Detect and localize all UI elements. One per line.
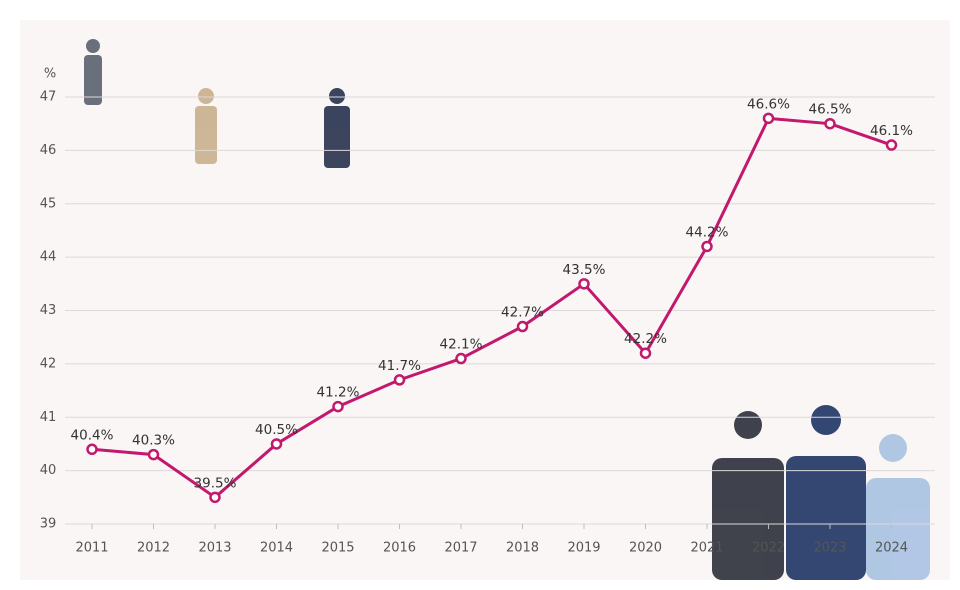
y-tick-label: 45 (40, 196, 57, 211)
x-tick-label: 2024 (875, 541, 908, 556)
value-label: 40.3% (132, 433, 175, 449)
y-tick-label: 47 (40, 90, 57, 105)
line (91, 116, 892, 499)
marker (701, 240, 713, 253)
value-label: 39.5% (194, 475, 237, 491)
y-tick-label: 39 (40, 517, 57, 532)
y-tick-label: 42 (40, 356, 57, 371)
value-label: 42.7% (501, 305, 544, 321)
y-tick-label: 41 (40, 410, 57, 425)
value-label: 42.2% (624, 331, 667, 347)
x-tick-label: 2012 (137, 541, 170, 556)
x-tick-label: 2014 (260, 541, 293, 556)
marker (332, 400, 344, 413)
x-tick-label: 2020 (629, 541, 662, 556)
value-label: 40.4% (71, 427, 114, 443)
marker (885, 139, 898, 151)
value-label: 46.6% (747, 96, 790, 112)
marker (209, 491, 221, 504)
marker (578, 278, 590, 290)
value-label: 43.5% (563, 262, 606, 278)
marker (639, 347, 652, 359)
marker (270, 438, 283, 450)
x-tick-label: 2018 (506, 541, 539, 556)
x-tick-label: 2016 (383, 541, 416, 556)
marker (762, 112, 775, 125)
x-tick-label: 2019 (567, 541, 600, 556)
y-tick-label: 40 (40, 463, 57, 478)
marker (455, 352, 467, 365)
value-label: 42.1% (440, 337, 483, 353)
x-tick-label: 2023 (813, 541, 846, 556)
value-label: 40.5% (255, 422, 298, 438)
marker (147, 448, 160, 461)
x-tick-label: 2022 (752, 541, 785, 556)
y-tick-label: 44 (40, 250, 57, 265)
x-tick-label: 2011 (75, 541, 108, 556)
y-tick-label: 43 (40, 303, 57, 318)
illustration (84, 39, 930, 580)
x-tick-label: 2017 (444, 541, 477, 556)
marker (824, 117, 836, 130)
marker (86, 443, 98, 456)
value-label: 41.2% (317, 385, 360, 401)
marker (393, 374, 406, 386)
y-axis-label: % (44, 67, 56, 82)
value-label: 41.7% (378, 358, 421, 374)
value-label: 46.1% (870, 123, 913, 139)
x-tick-label: 2015 (321, 541, 354, 556)
x-tick-label: 2013 (198, 541, 231, 556)
y-tick-label: 46 (40, 143, 57, 158)
x-tick-label: 2021 (690, 541, 723, 556)
value-label: 46.5% (809, 102, 852, 118)
marker (516, 320, 529, 333)
value-label: 44.2% (686, 224, 729, 240)
